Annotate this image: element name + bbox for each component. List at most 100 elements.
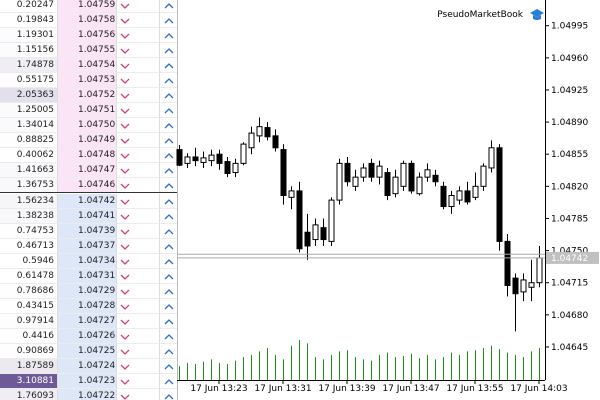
candle-body <box>336 162 343 201</box>
buy-button[interactable] <box>160 314 177 329</box>
sell-button[interactable] <box>117 12 160 28</box>
candle-body <box>184 156 191 164</box>
candle-body <box>216 153 223 164</box>
sell-button[interactable] <box>117 313 160 329</box>
buy-button[interactable] <box>160 103 177 118</box>
volume-cell: 0.78686 <box>0 283 58 299</box>
candle-body <box>224 161 231 174</box>
chart-title: PseudoMarketBook <box>437 10 524 20</box>
sell-button[interactable] <box>117 373 160 389</box>
buy-button[interactable] <box>160 389 177 400</box>
buy-button[interactable] <box>160 73 177 88</box>
volume-cell: 0.4416 <box>0 328 58 344</box>
candle-body <box>176 149 183 166</box>
sell-button[interactable] <box>117 57 160 73</box>
buy-button[interactable] <box>160 209 177 224</box>
buy-button[interactable] <box>160 329 177 344</box>
price-cell: 1.04753 <box>58 72 117 88</box>
volume-cell: 0.20247 <box>0 0 58 13</box>
sell-button[interactable] <box>117 102 160 118</box>
buy-button[interactable] <box>160 194 177 209</box>
volume-cell: 1.34014 <box>0 117 58 133</box>
sell-button[interactable] <box>117 238 160 254</box>
volume-cell: 1.19301 <box>0 27 58 43</box>
buy-button[interactable] <box>160 224 177 239</box>
candle-body <box>248 132 255 149</box>
volume-cell: 0.74753 <box>0 223 58 239</box>
x-tick-label: 17 Jun 13:47 <box>382 384 439 394</box>
candle-body <box>504 240 511 286</box>
price-cell: 1.04752 <box>58 87 117 103</box>
price-cell: 1.04750 <box>58 117 117 133</box>
candle-body <box>280 149 287 197</box>
price-cell: 1.04742 <box>58 193 117 209</box>
buy-button[interactable] <box>160 0 177 13</box>
candle-body <box>328 199 335 242</box>
buy-button[interactable] <box>160 28 177 43</box>
candle-body <box>200 157 207 163</box>
sell-button[interactable] <box>117 132 160 148</box>
sell-button[interactable] <box>117 388 160 400</box>
x-tick-label: 17 Jun 13:39 <box>318 384 375 394</box>
buy-button[interactable] <box>160 254 177 269</box>
price-cell: 1.04731 <box>58 268 117 284</box>
candle-body <box>368 162 375 178</box>
sell-button[interactable] <box>117 208 160 224</box>
sell-button[interactable] <box>117 0 160 13</box>
sell-button[interactable] <box>117 87 160 103</box>
sell-button[interactable] <box>117 358 160 374</box>
candle-body <box>288 190 295 198</box>
y-tick-label: 1.04785 <box>551 214 588 224</box>
candle-body <box>256 126 263 137</box>
sell-button[interactable] <box>117 343 160 359</box>
buy-button[interactable] <box>160 344 177 359</box>
sell-button[interactable] <box>117 162 160 178</box>
buy-button[interactable] <box>160 284 177 299</box>
buy-button[interactable] <box>160 163 177 178</box>
candle-body <box>456 190 463 201</box>
buy-button[interactable] <box>160 359 177 374</box>
candle-body <box>312 224 319 241</box>
buy-button[interactable] <box>160 299 177 314</box>
buy-button[interactable] <box>160 88 177 103</box>
buy-button[interactable] <box>160 43 177 58</box>
x-tick-label: 17 Jun 14:03 <box>510 384 567 394</box>
buy-button[interactable] <box>160 13 177 28</box>
candle-body <box>320 227 327 241</box>
buy-button[interactable] <box>160 239 177 254</box>
buy-button[interactable] <box>160 374 177 389</box>
price-cell: 1.04747 <box>58 162 117 178</box>
sell-button[interactable] <box>117 328 160 344</box>
sell-button[interactable] <box>117 268 160 284</box>
price-cell: 1.04724 <box>58 358 117 374</box>
volume-cell: 3.10881 <box>0 373 58 389</box>
volume-cell: 1.76093 <box>0 388 58 400</box>
price-cell: 1.04756 <box>58 27 117 43</box>
sell-button[interactable] <box>117 147 160 163</box>
volume-cell: 0.90869 <box>0 343 58 359</box>
buy-button[interactable] <box>160 148 177 163</box>
sell-button[interactable] <box>117 298 160 314</box>
price-cell: 1.04729 <box>58 283 117 299</box>
price-cell: 1.04726 <box>58 328 117 344</box>
sell-button[interactable] <box>117 193 160 209</box>
volume-cell: 0.19843 <box>0 12 58 28</box>
candle-body <box>400 162 407 187</box>
buy-button[interactable] <box>160 133 177 148</box>
candle-body <box>376 165 383 178</box>
candle-body <box>528 282 535 288</box>
price-cell: 1.04748 <box>58 147 117 163</box>
sell-button[interactable] <box>117 223 160 239</box>
sell-button[interactable] <box>117 283 160 299</box>
buy-button[interactable] <box>160 58 177 73</box>
sell-button[interactable] <box>117 117 160 133</box>
sell-button[interactable] <box>117 42 160 58</box>
candle-body <box>472 185 479 198</box>
buy-button[interactable] <box>160 269 177 284</box>
sell-button[interactable] <box>117 253 160 269</box>
buy-button[interactable] <box>160 118 177 133</box>
price-cell: 1.04758 <box>58 12 117 28</box>
x-tick-label: 17 Jun 13:23 <box>190 384 247 394</box>
sell-button[interactable] <box>117 72 160 88</box>
sell-button[interactable] <box>117 27 160 43</box>
